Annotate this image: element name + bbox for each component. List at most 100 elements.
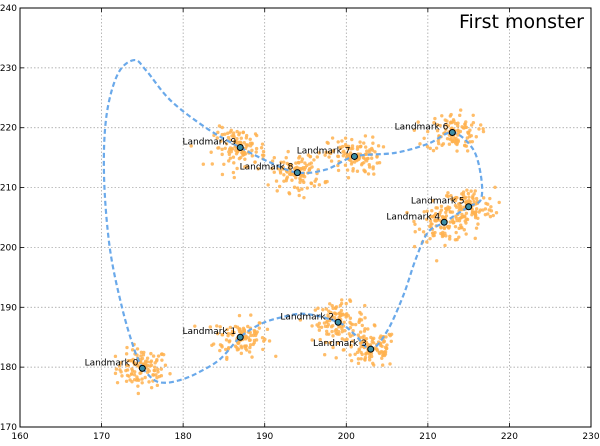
sample-point (372, 336, 376, 341)
sample-point (330, 329, 334, 334)
sample-point (463, 195, 468, 199)
sample-point (217, 146, 221, 150)
sample-point (477, 210, 481, 214)
sample-point (149, 359, 154, 363)
sample-point (430, 209, 434, 213)
sample-point (248, 345, 252, 350)
sample-point (226, 333, 230, 338)
x-tick-label: 190 (256, 432, 273, 442)
landmark-marker (350, 152, 358, 160)
sample-point (239, 351, 244, 356)
sample-point (363, 358, 367, 362)
sample-point (219, 139, 223, 143)
sample-point (233, 344, 238, 348)
sample-point (454, 230, 458, 235)
sample-point (348, 299, 353, 303)
sample-point (443, 243, 447, 248)
sample-point (360, 323, 364, 328)
sample-point (331, 149, 336, 153)
sample-point (274, 179, 279, 183)
sample-point (453, 198, 458, 203)
sample-point (329, 159, 334, 163)
sample-point (367, 165, 372, 169)
sample-point (469, 189, 473, 193)
sample-point (253, 160, 257, 164)
sample-point (379, 334, 383, 338)
sample-point (235, 166, 239, 171)
sample-point (303, 161, 307, 165)
sample-point (488, 196, 492, 201)
sample-point (351, 169, 355, 173)
sample-point (324, 150, 328, 155)
sample-point (327, 151, 331, 155)
sample-point (366, 172, 371, 176)
sample-point (215, 324, 219, 328)
sample-point (235, 136, 239, 141)
sample-point (259, 146, 264, 150)
sample-point (486, 212, 490, 216)
sample-point (367, 358, 372, 362)
sample-point (298, 180, 302, 185)
sample-point (139, 357, 143, 362)
sample-point (464, 120, 468, 124)
sample-point (339, 146, 343, 150)
sample-point (473, 215, 478, 220)
sample-point (132, 373, 137, 377)
sample-point (381, 340, 386, 344)
sample-point (463, 143, 467, 148)
sample-point (468, 128, 472, 132)
sample-point (223, 132, 227, 136)
sample-point (365, 156, 370, 161)
sample-point (438, 123, 442, 128)
sample-point (336, 140, 340, 144)
landmark-label: Landmark 7 (297, 146, 351, 156)
sample-point (472, 192, 476, 196)
sample-point (457, 226, 461, 231)
sample-point (228, 130, 233, 134)
sample-point (139, 350, 144, 355)
sample-point (250, 154, 255, 158)
sample-point (209, 150, 213, 154)
sample-point (160, 358, 164, 362)
sample-point (413, 230, 417, 234)
sample-point (297, 156, 301, 160)
sample-point (297, 193, 301, 198)
sample-point (252, 338, 257, 343)
sample-point (117, 364, 122, 368)
landmark-marker (138, 364, 146, 372)
sample-point (312, 184, 317, 188)
sample-point (341, 150, 345, 154)
sample-point (329, 310, 333, 315)
sample-point (349, 162, 354, 166)
landmark-label: Landmark 2 (280, 312, 334, 322)
sample-point (494, 210, 499, 215)
sample-point (426, 129, 430, 134)
sample-point (333, 315, 337, 320)
sample-point (231, 131, 236, 135)
sample-point (453, 139, 457, 144)
sample-point (425, 144, 430, 149)
sample-point (372, 172, 376, 176)
sample-point (346, 146, 350, 151)
sample-point (142, 350, 146, 355)
sample-point (147, 369, 151, 373)
sample-point (128, 378, 132, 382)
sample-point (325, 324, 330, 329)
sample-point (237, 132, 241, 137)
sample-point (353, 352, 357, 356)
sample-point (435, 123, 440, 127)
sample-point (332, 311, 337, 315)
sample-point (456, 121, 460, 125)
sample-point (412, 244, 417, 249)
sample-point (243, 344, 247, 348)
sample-point (285, 170, 290, 174)
sample-point (358, 330, 363, 334)
sample-point (382, 353, 387, 358)
sample-point (441, 230, 445, 235)
sample-point (325, 332, 329, 336)
sample-point (372, 363, 376, 367)
plot-frame (19, 7, 592, 428)
sample-point (155, 383, 160, 388)
sample-point (125, 363, 129, 368)
sample-point (316, 306, 320, 310)
